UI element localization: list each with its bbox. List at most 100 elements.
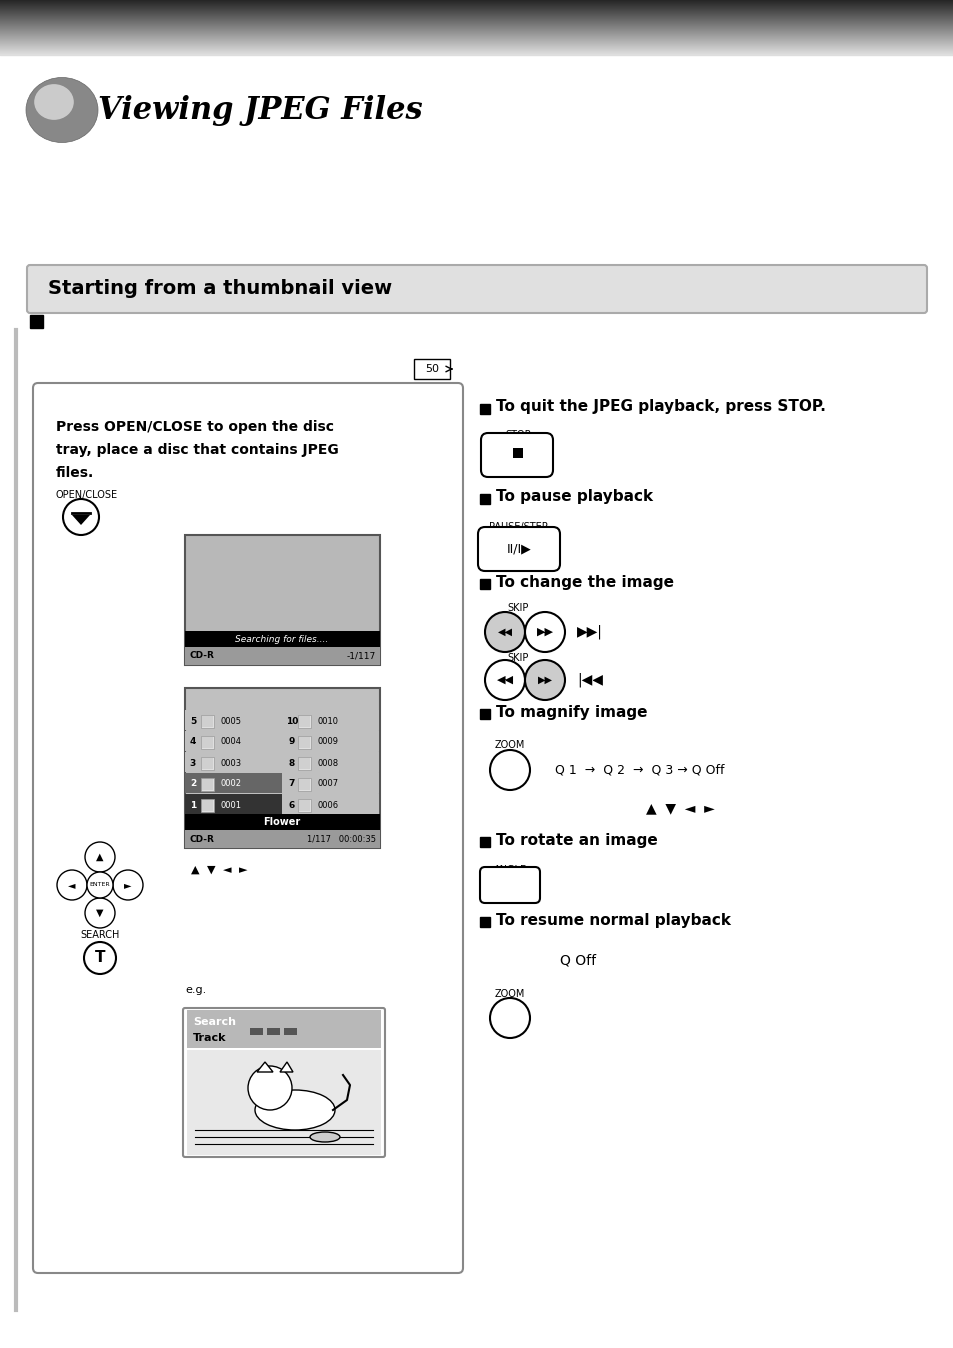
Text: OPEN/CLOSE: OPEN/CLOSE <box>56 491 118 500</box>
Text: 0008: 0008 <box>317 759 338 767</box>
Bar <box>298 716 310 727</box>
Text: ▼: ▼ <box>207 865 215 875</box>
Text: 0010: 0010 <box>317 717 338 725</box>
Bar <box>298 758 310 768</box>
Text: SKIP: SKIP <box>507 603 528 613</box>
Bar <box>479 917 490 927</box>
Ellipse shape <box>26 77 98 143</box>
Bar <box>202 737 213 748</box>
Bar <box>202 758 213 768</box>
FancyBboxPatch shape <box>477 527 559 572</box>
Text: 4: 4 <box>190 737 196 747</box>
Text: 7: 7 <box>289 779 294 789</box>
Circle shape <box>84 942 116 975</box>
Text: 1: 1 <box>190 801 196 810</box>
Bar <box>282 731 378 751</box>
Bar <box>479 493 490 504</box>
Bar <box>185 794 282 814</box>
Bar <box>479 580 490 589</box>
Bar <box>185 710 282 731</box>
Text: To rotate an image: To rotate an image <box>496 833 657 848</box>
Text: 0009: 0009 <box>317 737 338 747</box>
Text: ENTER: ENTER <box>90 883 111 887</box>
Text: Track: Track <box>193 1033 226 1043</box>
Bar <box>297 778 311 791</box>
Text: Viewing JPEG Files: Viewing JPEG Files <box>98 94 422 125</box>
Circle shape <box>484 661 524 700</box>
Bar <box>201 778 213 791</box>
Text: Searching for files....: Searching for files.... <box>235 635 328 643</box>
Bar <box>30 315 43 328</box>
Text: 0003: 0003 <box>221 759 242 767</box>
Bar <box>298 799 310 811</box>
Text: ZOOM: ZOOM <box>495 740 525 749</box>
Bar <box>201 799 213 811</box>
Text: 1/117   00:00:35: 1/117 00:00:35 <box>307 834 375 844</box>
Circle shape <box>524 661 564 700</box>
Text: 0001: 0001 <box>221 801 242 810</box>
Bar <box>250 1029 263 1035</box>
Circle shape <box>63 499 99 535</box>
Text: ▼: ▼ <box>96 909 104 918</box>
Circle shape <box>490 998 530 1038</box>
FancyBboxPatch shape <box>33 383 462 1273</box>
Polygon shape <box>256 1062 273 1072</box>
Text: 3: 3 <box>190 759 196 767</box>
Bar <box>185 647 379 665</box>
Text: |◀◀: |◀◀ <box>577 673 602 687</box>
Bar <box>297 714 311 728</box>
Bar <box>185 731 282 751</box>
Text: ▶▶: ▶▶ <box>536 627 553 638</box>
Bar <box>297 736 311 749</box>
Text: ANGLE: ANGLE <box>493 865 526 875</box>
Text: 0005: 0005 <box>221 717 242 725</box>
Text: ◀◀: ◀◀ <box>496 675 513 685</box>
Ellipse shape <box>34 84 73 120</box>
Circle shape <box>57 869 87 900</box>
Text: 9: 9 <box>289 737 294 747</box>
Text: ◄: ◄ <box>222 865 231 875</box>
Bar <box>185 814 379 830</box>
Bar <box>185 752 282 772</box>
Circle shape <box>87 872 112 898</box>
Bar <box>202 716 213 727</box>
Text: Starting from a thumbnail view: Starting from a thumbnail view <box>48 279 392 298</box>
FancyBboxPatch shape <box>479 867 539 903</box>
Ellipse shape <box>310 1132 339 1142</box>
Text: Q 1  →  Q 2  →  Q 3 → Q Off: Q 1 → Q 2 → Q 3 → Q Off <box>555 763 724 776</box>
Circle shape <box>85 842 115 872</box>
Bar <box>187 1010 380 1047</box>
Bar <box>185 535 379 665</box>
FancyBboxPatch shape <box>183 1008 385 1157</box>
Bar <box>201 736 213 749</box>
Bar <box>479 837 490 847</box>
Text: 0002: 0002 <box>221 779 242 789</box>
Bar <box>297 799 311 811</box>
Text: SKIP: SKIP <box>507 652 528 663</box>
Text: -1/117: -1/117 <box>346 651 375 661</box>
Bar <box>201 714 213 728</box>
Bar <box>282 710 378 731</box>
Circle shape <box>490 749 530 790</box>
Bar <box>185 772 282 793</box>
Text: ►: ► <box>238 865 247 875</box>
Bar <box>298 737 310 748</box>
Bar <box>201 758 213 770</box>
FancyBboxPatch shape <box>27 266 926 313</box>
Bar <box>282 772 378 793</box>
Bar <box>185 830 379 848</box>
Text: STOP: STOP <box>505 430 530 439</box>
Text: ▲: ▲ <box>191 865 199 875</box>
Bar <box>202 799 213 811</box>
Bar <box>479 404 490 414</box>
Text: tray, place a disc that contains JPEG: tray, place a disc that contains JPEG <box>56 443 338 457</box>
Text: e.g.: e.g. <box>185 985 206 995</box>
Polygon shape <box>71 515 90 524</box>
Polygon shape <box>280 1062 293 1072</box>
Text: ZOOM: ZOOM <box>495 989 525 999</box>
Text: 10: 10 <box>286 717 298 725</box>
Bar <box>298 779 310 790</box>
Text: Q Off: Q Off <box>559 953 596 967</box>
Text: 0004: 0004 <box>221 737 242 747</box>
Bar <box>187 1050 380 1155</box>
